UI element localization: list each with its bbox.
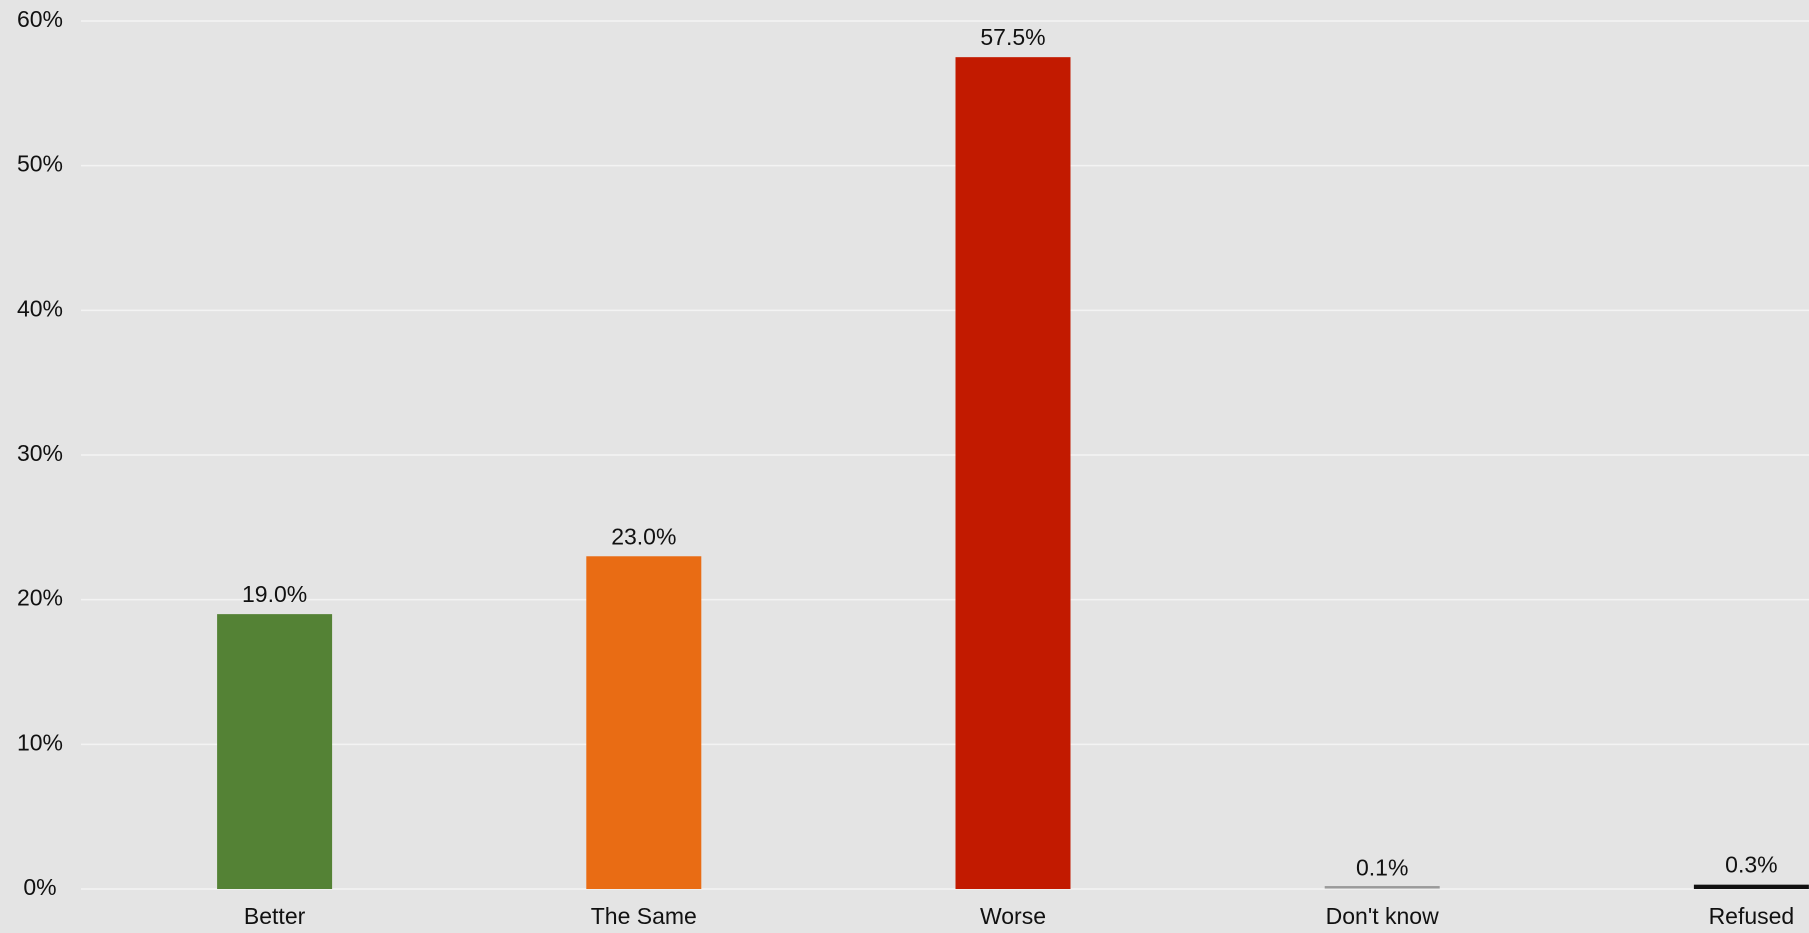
x-tick-label: Better	[244, 903, 306, 929]
y-tick-label: 50%	[17, 151, 63, 177]
value-label: 23.0%	[611, 523, 676, 549]
value-label: 57.5%	[980, 24, 1045, 50]
y-tick-label: 10%	[17, 729, 63, 755]
x-tick-label: The Same	[591, 903, 697, 929]
x-tick-label: Don't know	[1326, 903, 1439, 929]
y-tick-label: 60%	[17, 6, 63, 32]
bar	[1694, 885, 1809, 889]
y-tick-label: 40%	[17, 295, 63, 321]
y-tick-label: 30%	[17, 440, 63, 466]
x-tick-label: Worse	[980, 903, 1046, 929]
bar	[217, 614, 332, 889]
bar	[586, 556, 701, 889]
bar	[956, 57, 1071, 889]
y-tick-label: 20%	[17, 585, 63, 611]
value-label: 0.3%	[1725, 852, 1777, 878]
chart: 0% 10% 20% 30% 40% 50% 60% Better 19.0% The Same 2…	[0, 0, 1809, 933]
x-tick-label: Refused	[1709, 903, 1795, 929]
value-label: 0.1%	[1356, 855, 1408, 881]
value-label: 19.0%	[242, 581, 307, 607]
y-tick-label: 0%	[23, 874, 56, 900]
bar	[1325, 886, 1440, 889]
